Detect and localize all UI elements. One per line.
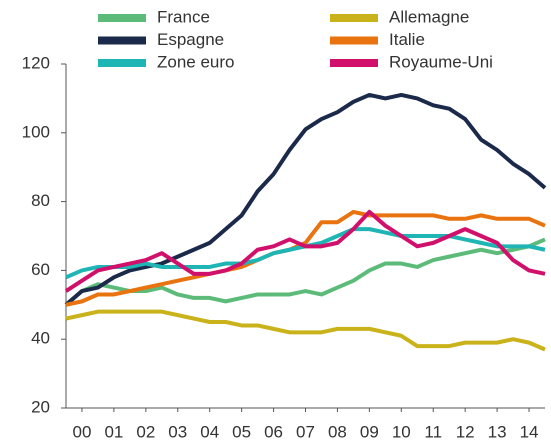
y-tick-label: 60: [31, 260, 50, 279]
x-tick-label: 10: [392, 422, 411, 441]
legend-label: Zone euro: [157, 52, 235, 71]
y-tick-label: 40: [31, 329, 50, 348]
x-tick-label: 06: [264, 422, 283, 441]
x-tick-label: 12: [456, 422, 475, 441]
x-tick-label: 03: [168, 422, 187, 441]
y-tick-label: 20: [31, 397, 50, 416]
x-tick-label: 09: [360, 422, 379, 441]
x-tick-label: 01: [104, 422, 123, 441]
x-tick-label: 02: [136, 422, 155, 441]
series-line: [64, 209, 546, 293]
legend-label: Allemagne: [389, 7, 469, 26]
x-tick-label: 07: [296, 422, 315, 441]
series-line: [65, 309, 546, 352]
legend-label: Italie: [389, 30, 425, 49]
x-tick-label: 13: [488, 422, 507, 441]
x-tick-label: 14: [520, 422, 539, 441]
x-tick-label: 08: [328, 422, 347, 441]
y-tick-label: 100: [22, 122, 50, 141]
legend-label: France: [157, 7, 210, 26]
series-line: [64, 92, 547, 307]
x-tick-label: 11: [424, 422, 442, 441]
series-line: [65, 209, 546, 307]
y-tick-label: 120: [22, 53, 50, 72]
legend-label: Espagne: [157, 30, 224, 49]
x-tick-label: 00: [73, 422, 92, 441]
series-line: [64, 237, 546, 307]
x-tick-label: 04: [200, 422, 219, 441]
y-tick-label: 80: [31, 191, 50, 210]
legend-label: Royaume-Uni: [389, 52, 493, 71]
x-tick-label: 05: [232, 422, 251, 441]
